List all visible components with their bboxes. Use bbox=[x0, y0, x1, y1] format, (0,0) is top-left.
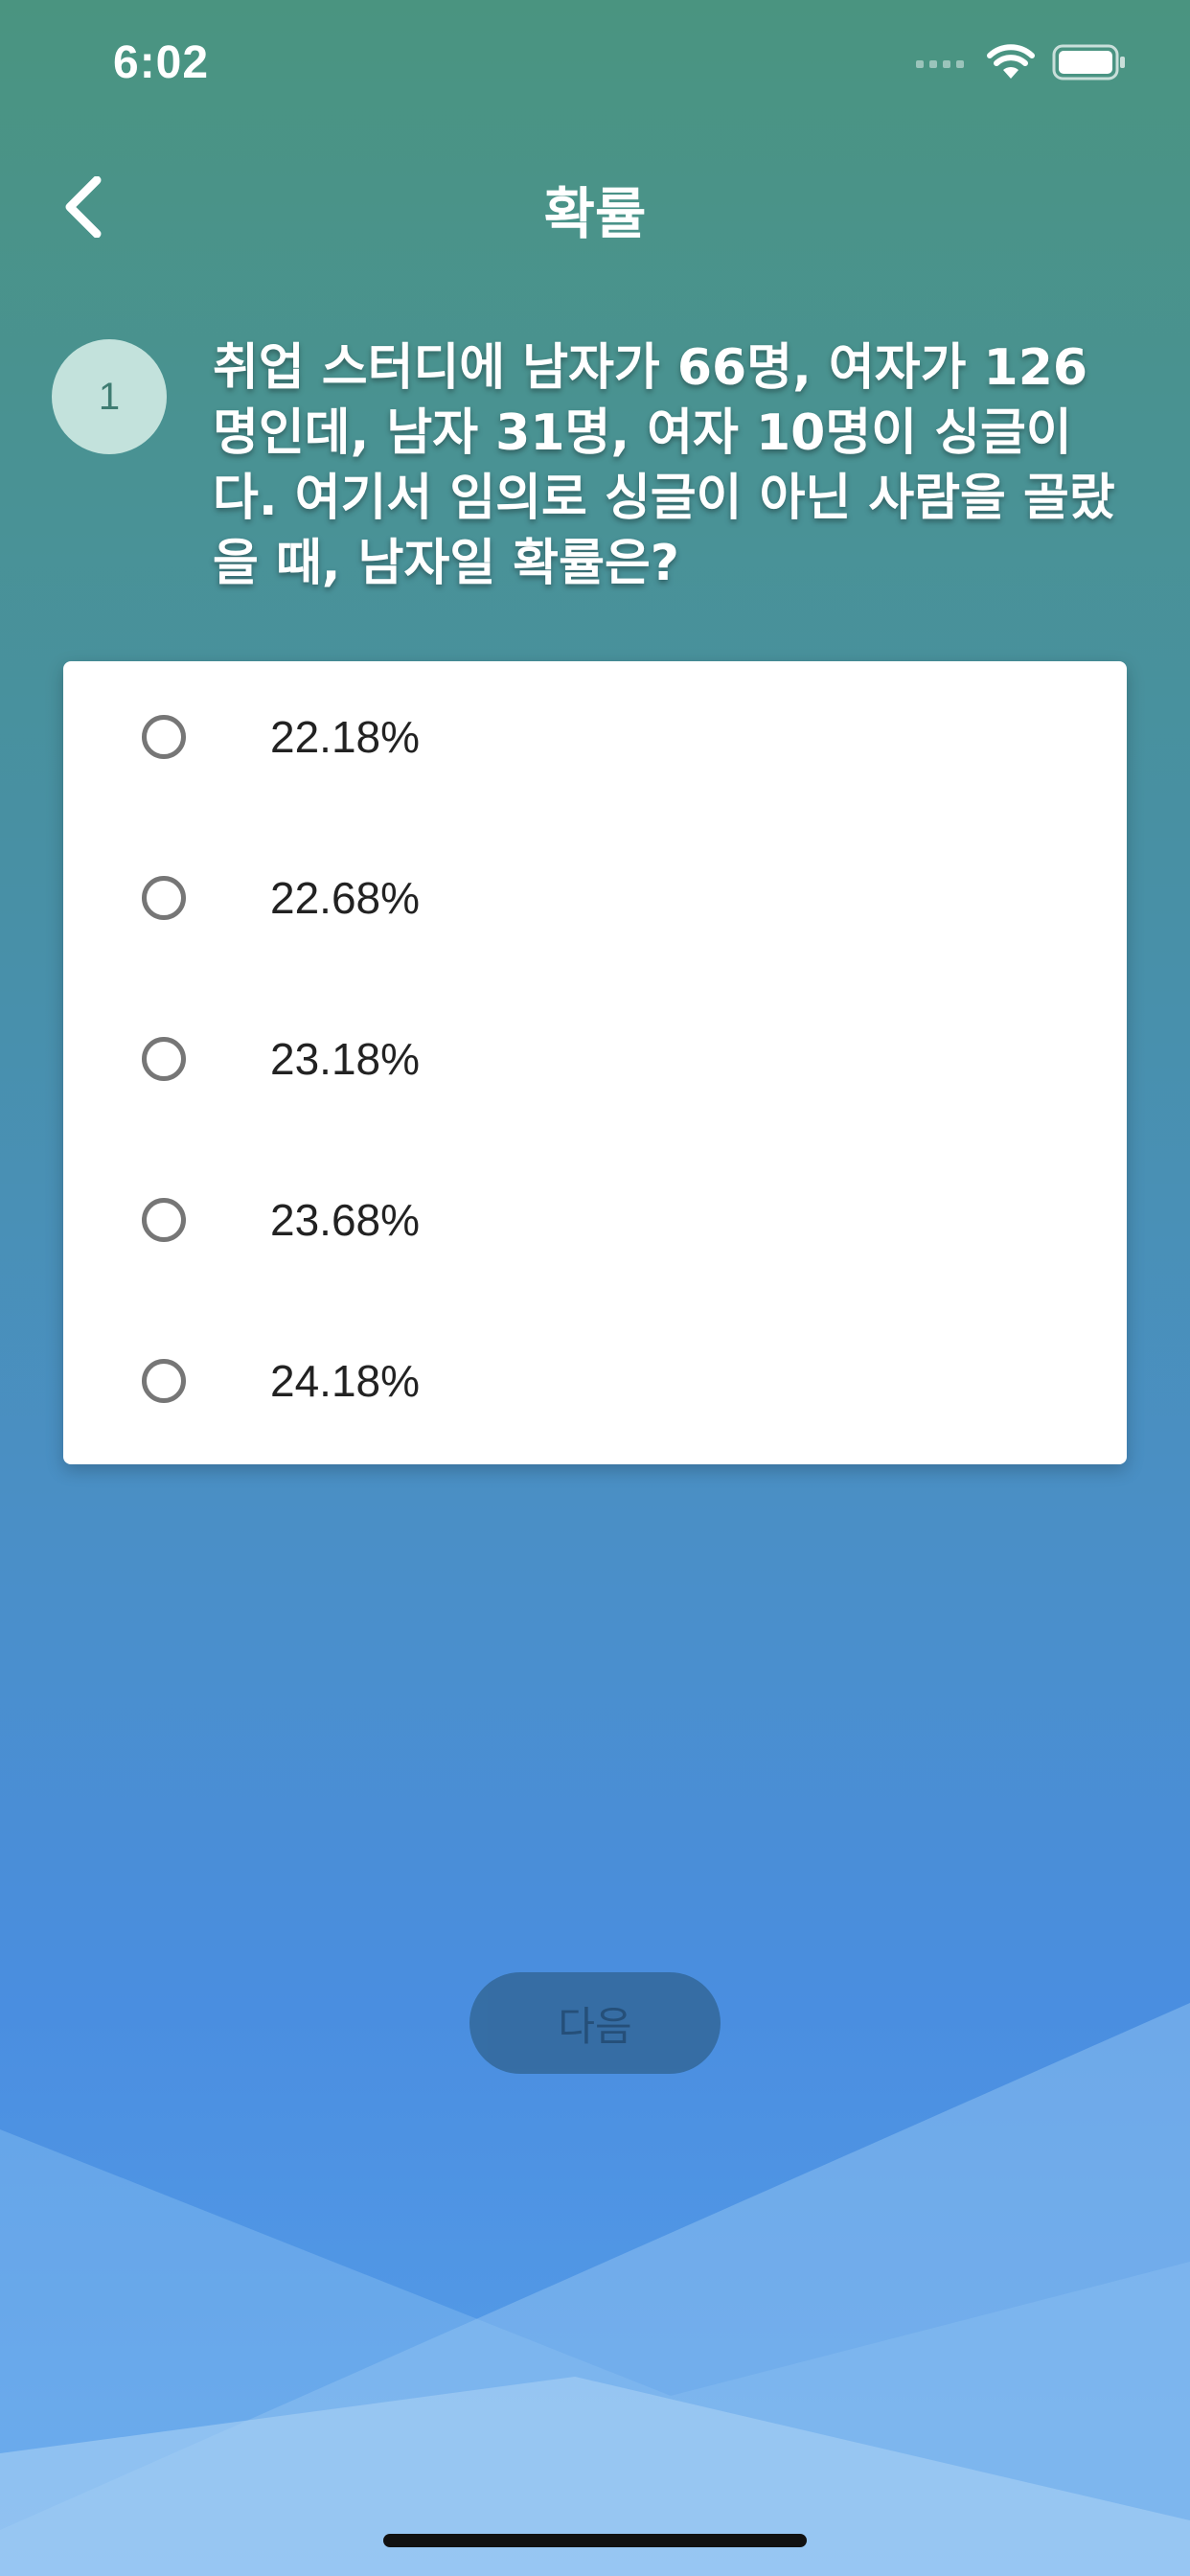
page-title: 확률 bbox=[543, 181, 647, 246]
answer-option-4[interactable]: 23.68% bbox=[63, 1144, 1127, 1305]
option-label: 23.18% bbox=[270, 1034, 421, 1084]
wifi-icon bbox=[987, 44, 1035, 79]
radio-button[interactable] bbox=[142, 715, 186, 759]
next-button[interactable]: 다음 bbox=[469, 1972, 721, 2074]
wave-layer-2 bbox=[0, 2003, 1190, 2576]
signal-icon bbox=[916, 60, 964, 68]
radio-button[interactable] bbox=[142, 1198, 186, 1242]
wave-layer-1 bbox=[0, 2129, 1190, 2576]
option-label: 22.68% bbox=[270, 873, 421, 923]
home-indicator[interactable] bbox=[383, 2534, 807, 2547]
back-button[interactable] bbox=[56, 172, 109, 242]
status-time: 6:02 bbox=[113, 37, 210, 88]
radio-button[interactable] bbox=[142, 1037, 186, 1081]
question-number-badge: 1 bbox=[52, 339, 167, 454]
option-label: 22.18% bbox=[270, 712, 421, 762]
answer-option-2[interactable]: 22.68% bbox=[63, 822, 1127, 983]
status-icons bbox=[916, 44, 1127, 80]
chevron-left-icon bbox=[65, 176, 102, 238]
option-label: 24.18% bbox=[270, 1356, 421, 1406]
answer-option-5[interactable]: 24.18% bbox=[63, 1305, 1127, 1466]
radio-button[interactable] bbox=[142, 1359, 186, 1403]
radio-button[interactable] bbox=[142, 876, 186, 920]
answer-option-3[interactable]: 23.18% bbox=[63, 983, 1127, 1144]
question-text: 취업 스터디에 남자가 66명, 여자가 126명인데, 남자 31명, 여자 … bbox=[213, 339, 1115, 592]
answer-option-1[interactable]: 22.18% bbox=[63, 661, 1127, 822]
battery-icon bbox=[1052, 44, 1125, 80]
option-label: 23.68% bbox=[270, 1195, 421, 1245]
answer-options-card: 22.18% 22.68% 23.18% 23.68% 24.18% bbox=[63, 661, 1127, 1464]
